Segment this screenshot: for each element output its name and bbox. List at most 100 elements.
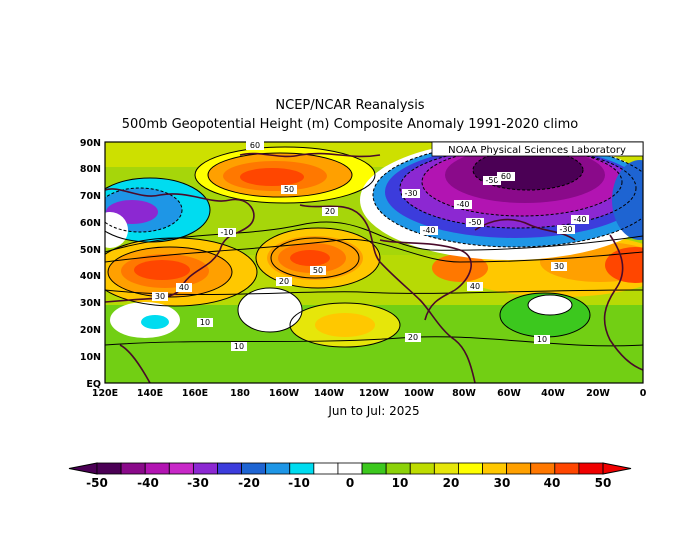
contour-label: 40 [467,282,483,291]
colorbar-swatch [458,462,483,475]
lon-label: 60W [497,388,521,399]
lat-label: 30N [80,298,101,309]
lon-label: 180 [230,388,250,399]
lon-label: 160W [269,388,300,399]
svg-text:40: 40 [179,283,189,292]
colorbar-tick: 0 [346,476,354,490]
contour-label: 20 [322,207,338,216]
lon-label: 120W [359,388,390,399]
contour-label: 30 [551,262,567,271]
colorbar-tick: -20 [238,476,260,490]
colorbar-swatch [217,462,242,475]
contour-label: 20 [276,277,292,286]
svg-text:-10: -10 [220,228,233,237]
colorbar [68,462,632,475]
lat-label: 80N [80,164,101,175]
svg-text:-40: -40 [422,226,435,235]
contour-label: 60 [246,141,264,150]
colorbar-tick: 30 [494,476,511,490]
contour-label: 50 [281,185,297,194]
contour-lines [105,146,643,348]
colorbar-swatch [144,462,170,475]
credit-box: NOAA Physical Sciences Laboratory [431,141,644,157]
svg-text:20: 20 [408,333,418,342]
map-frame [104,141,644,384]
contour-label: 10 [534,335,550,344]
svg-text:60: 60 [250,141,260,150]
colorbar-tick: 40 [544,476,561,490]
colorbar-swatch [313,462,339,475]
colorbar-arrow-right [602,462,632,475]
svg-text:50: 50 [284,185,294,194]
colorbar-swatch [530,462,556,475]
colorbar-swatch [433,462,459,475]
svg-text:-50: -50 [485,176,498,185]
colorbar-swatch [578,462,604,475]
colorbar-swatch [192,462,218,475]
lon-label: 140E [137,388,163,399]
lon-label: 120E [92,388,118,399]
svg-text:20: 20 [279,277,289,286]
svg-text:20: 20 [325,207,335,216]
svg-text:50: 50 [313,266,323,275]
contour-label: -40 [420,226,438,235]
colorbar-tick: -50 [86,476,108,490]
contour-label: 30 [152,292,168,301]
colorbar-swatch [96,462,122,475]
lat-label: EQ [86,379,101,390]
lon-label: 80W [452,388,476,399]
svg-text:30: 30 [554,262,564,271]
lat-label: 50N [80,245,101,256]
svg-text:10: 10 [234,342,244,351]
contour-label: -50 [483,176,501,185]
colorbar-swatch [385,462,411,475]
contour-label: -30 [402,189,420,198]
colorbar-swatch [241,462,267,475]
svg-text:10: 10 [200,318,210,327]
contour-label: -30 [557,225,575,234]
shaded-field [105,142,643,383]
lat-label: 70N [80,191,101,202]
contour-label: 10 [231,342,247,351]
colorbar-swatch [120,462,146,475]
contour-label: 60 [497,172,515,181]
title-line1: NCEP/NCAR Reanalysis [275,98,425,113]
lat-label: 60N [80,218,101,229]
svg-text:10: 10 [537,335,547,344]
contour-label: -40 [454,200,472,209]
svg-text:-30: -30 [404,189,417,198]
lat-label: 90N [80,138,101,149]
lon-label: 160E [182,388,208,399]
arctic-high [195,147,375,203]
colorbar-tick: -30 [187,476,209,490]
colorbar-tick: -10 [288,476,310,490]
contour-label: 10 [197,318,213,327]
svg-text:-30: -30 [559,225,572,234]
colorbar-swatch [289,462,315,475]
contour-label: 40 [176,283,192,292]
colorbar-tick: 20 [443,476,460,490]
lon-label: 0 [640,388,647,399]
svg-text:60: 60 [501,172,511,181]
svg-text:-40: -40 [573,215,586,224]
longitude-labels: 120E 140E 160E 180 160W 140W 120W 100W 8… [92,388,647,399]
lon-label: 20W [586,388,610,399]
lon-label: 40W [541,388,565,399]
colorbar-swatch [409,462,435,475]
colorbar-swatch [337,462,363,475]
colorbar-tick: 50 [595,476,612,490]
period-label: Jun to Jul: 2025 [327,404,419,418]
lon-label: 140W [314,388,345,399]
svg-text:40: 40 [470,282,480,291]
colorbar-swatch [506,462,532,475]
colorbar-swatch [554,462,580,475]
colorbar-labels: -50 -40 -30 -20 -10 0 10 20 30 40 50 [86,476,611,490]
svg-text:-50: -50 [468,218,481,227]
colorbar-tick: -40 [137,476,159,490]
contour-value-labels: 50 50 40 30 20 20 10 10 20 10 30 40 -30 … [152,141,589,351]
lat-label: 20N [80,325,101,336]
latitude-labels: 90N 80N 70N 60N 50N 40N 30N 20N 10N EQ [80,138,101,390]
title-line2: 500mb Geopotential Height (m) Composite … [121,117,579,132]
contour-label: -50 [466,218,484,227]
